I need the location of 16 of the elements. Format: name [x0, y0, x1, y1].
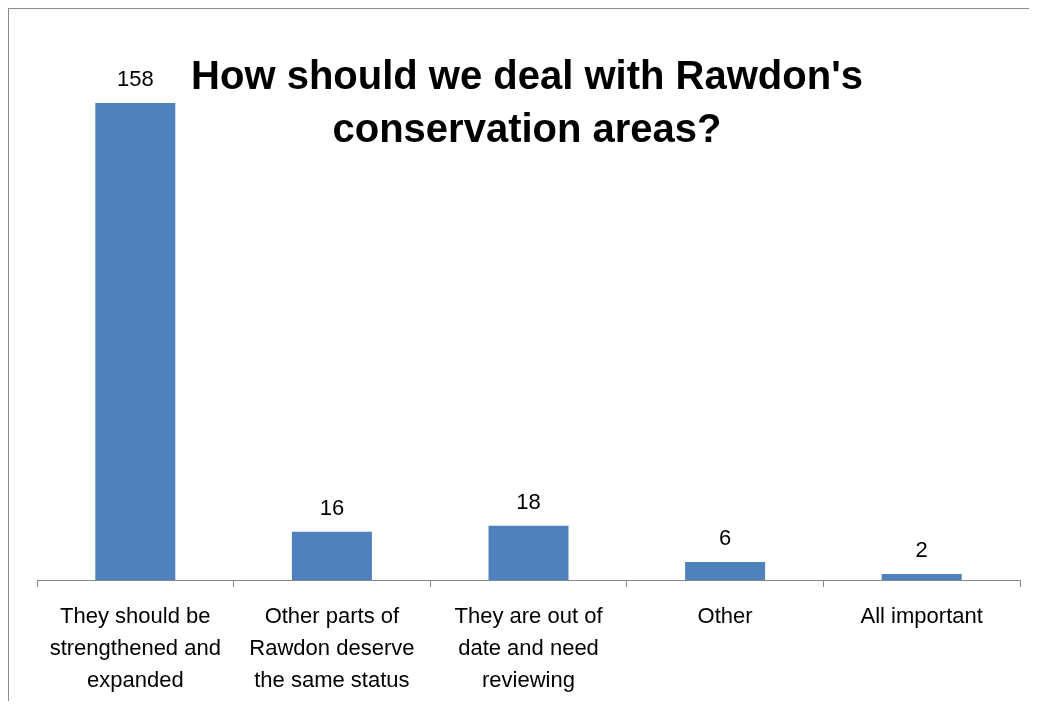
data-label: 158 — [116, 66, 154, 92]
data-label: 16 — [319, 494, 345, 520]
bar — [881, 573, 962, 580]
x-tick-label: All important — [860, 603, 983, 629]
x-tick-label: Other parts of Rawdon deserve the same status — [249, 603, 415, 693]
x-tick-label: Other — [697, 603, 753, 629]
bar — [685, 561, 766, 580]
chart-title: How should we deal with Rawdon's conservation areas? — [191, 52, 863, 150]
bar — [291, 531, 372, 580]
bar — [488, 525, 569, 580]
bar — [95, 103, 176, 580]
data-label: 18 — [516, 488, 541, 514]
x-tick-label: They should be strengthened and expanded — [49, 603, 221, 693]
data-label: 2 — [915, 536, 928, 562]
data-label: 6 — [718, 524, 732, 550]
x-tick-label: They are out of date and need reviewing — [454, 603, 604, 693]
